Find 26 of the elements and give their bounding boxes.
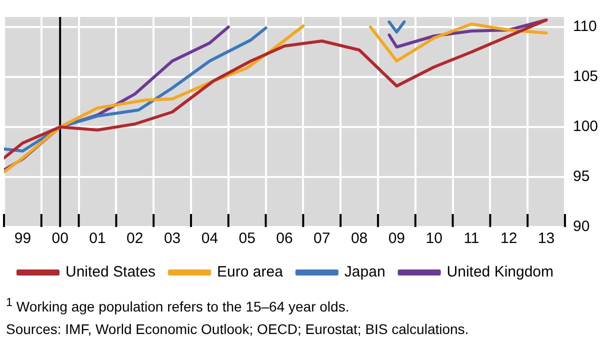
- x-tick-label: 02: [126, 230, 144, 248]
- x-tick-label: 12: [500, 230, 518, 248]
- x-tick-label: 03: [164, 230, 181, 248]
- x-tick-label: 07: [314, 230, 330, 248]
- y-tick-label: 110: [572, 18, 597, 36]
- y-tick-label: 90: [572, 218, 590, 236]
- legend-label: United States: [66, 264, 156, 281]
- x-tick-label: 09: [388, 230, 406, 248]
- x-tick-label: 05: [238, 230, 256, 248]
- y-tick-label: 100: [572, 118, 598, 136]
- legend-label: United Kingdom: [446, 264, 554, 281]
- x-tick-label: 08: [350, 230, 368, 248]
- x-tick-label: 04: [201, 230, 218, 248]
- legend-label: Japan: [344, 264, 386, 281]
- y-tick-label: 105: [572, 68, 598, 86]
- x-tick-label: 00: [52, 230, 68, 248]
- x-tick-label: 99: [14, 230, 32, 248]
- x-tick-label: 10: [426, 230, 442, 248]
- x-tick-label: 13: [538, 230, 555, 248]
- x-tick-label: 01: [89, 230, 106, 248]
- x-tick-label: 11: [464, 230, 480, 248]
- y-tick-label: 95: [572, 168, 590, 186]
- text: $^{1}$ Working age population refers to the 15–64 year olds.: [6, 295, 350, 317]
- legend-label: Euro area: [217, 264, 284, 281]
- source-note: Sources: IMF, World Economic Outlook; OECD; Eurostat; BIS calculations.: [6, 320, 470, 339]
- x-tick-label: 06: [276, 230, 293, 248]
